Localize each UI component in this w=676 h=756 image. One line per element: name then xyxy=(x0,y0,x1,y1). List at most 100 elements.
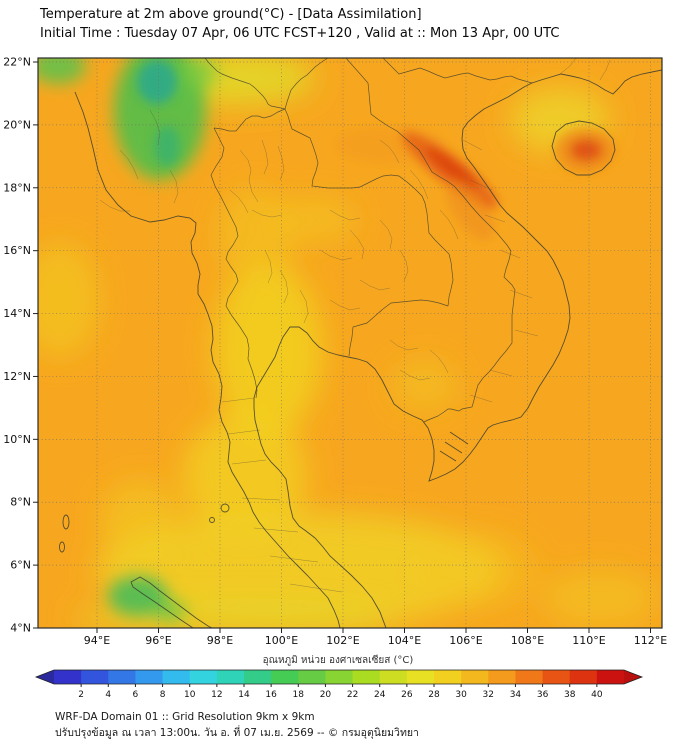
temp-blob xyxy=(114,58,206,180)
temperature-map: 94°E 96°E 98°E 100°E 102°E 104°E 106°E 108°E 110… xyxy=(3,56,667,648)
country-borders xyxy=(204,58,533,423)
colorbar-tick-label: 6 xyxy=(133,690,139,700)
lon-tick-label: 106°E xyxy=(449,634,482,647)
colorbar-segment xyxy=(216,670,245,684)
temp-blob xyxy=(154,126,180,166)
andaman-island xyxy=(62,514,70,530)
colorbar-tick-label: 10 xyxy=(184,690,196,700)
coast-sumatra xyxy=(130,576,213,628)
colorbar-segment xyxy=(135,670,163,684)
colorbar-segment xyxy=(406,670,435,684)
border-myanmar-laos xyxy=(284,58,329,110)
colorbar-segment xyxy=(271,670,299,684)
temp-blob xyxy=(391,359,459,411)
phuket-island xyxy=(220,503,230,513)
lon-tick-label: 102°E xyxy=(326,634,359,647)
temp-blob xyxy=(38,242,100,358)
cool-green-anomalies xyxy=(38,58,218,622)
footer-domain-info: WRF-DA Domain 01 :: Grid Resolution 9km … xyxy=(55,711,315,723)
temp-blob xyxy=(153,600,187,622)
colorbar: 2 4 6 8 10 12 14 16 18 20 22 24 26 28 30 32 34 36 38 40 xyxy=(34,669,644,700)
lat-tick-label: 6°N xyxy=(10,559,31,572)
figure-footer: WRF-DA Domain 01 :: Grid Resolution 9km … xyxy=(55,709,419,742)
axis-ticks-and-labels: 94°E 96°E 98°E 100°E 102°E 104°E 106°E 108°E 110… xyxy=(3,56,667,648)
temp-blob xyxy=(100,480,180,560)
colorbar-segment xyxy=(189,670,218,684)
footer-update-info: ปรับปรุงข้อมูล ณ เวลา 13:00น. วัน อ. ที่… xyxy=(55,727,419,740)
lat-tick-label: 8°N xyxy=(10,496,31,509)
colorbar-segment xyxy=(325,670,353,684)
colorbar-tick-label: 40 xyxy=(591,690,603,700)
andaman-island xyxy=(59,541,65,553)
border-myanmar-china xyxy=(204,58,286,110)
lon-tick-label: 94°E xyxy=(84,634,110,647)
lat-tick-label: 10°N xyxy=(3,433,31,446)
colorbar-tick-label: 36 xyxy=(537,690,549,700)
lat-tick-label: 22°N xyxy=(3,56,31,69)
temp-blob xyxy=(137,60,177,104)
colorbar-tick-label: 26 xyxy=(401,690,413,700)
colorbar-segments xyxy=(54,670,625,684)
colorbar-segment xyxy=(542,670,571,684)
colorbar-tick-label: 14 xyxy=(238,690,250,700)
temp-blob xyxy=(570,139,602,161)
colorbar-label: อุณหภูมิ หน่วย องศาเซลเซียส (°C) xyxy=(262,655,414,666)
colorbar-tick-label: 30 xyxy=(455,690,467,700)
colorbar-left-arrow xyxy=(36,670,54,684)
border-vietnam-china xyxy=(382,58,533,84)
coast-hainan-island xyxy=(551,120,616,176)
colorbar-segment xyxy=(596,670,625,684)
colorbar-tick-label: 12 xyxy=(211,690,222,700)
lon-tick-label: 104°E xyxy=(388,634,421,647)
border-laos-vietnam-cambodia xyxy=(345,58,516,423)
colorbar-tick-label: 2 xyxy=(78,690,84,700)
figure-header: Temperature at 2m above ground(°C) - [Da… xyxy=(40,6,559,44)
lon-tick-label: 110°E xyxy=(572,634,605,647)
temp-blob xyxy=(183,413,307,537)
colorbar-tick-label: 18 xyxy=(293,690,305,700)
colorbar-segment xyxy=(81,670,109,684)
colorbar-segment xyxy=(298,670,326,684)
lat-tick-label: 12°N xyxy=(3,370,31,383)
colorbar-segment xyxy=(461,670,489,684)
province-borders xyxy=(99,58,611,593)
colorbar-tick-labels: 2 4 6 8 10 12 14 16 18 20 22 24 26 28 30 32 34 36 38 40 xyxy=(78,684,603,700)
temperature-field xyxy=(38,58,662,628)
temp-blob xyxy=(446,179,494,241)
colorbar-tick-label: 34 xyxy=(510,690,522,700)
province-boundary-lines xyxy=(99,58,611,593)
lat-tick-label: 16°N xyxy=(3,244,31,257)
colorbar-tick-label: 38 xyxy=(564,690,576,700)
border-golden-triangle xyxy=(213,108,286,132)
colorbar-segment xyxy=(162,670,191,684)
temp-blob xyxy=(425,146,479,190)
coastlines xyxy=(59,69,662,628)
colorbar-outline xyxy=(34,669,644,685)
lon-tick-label: 108°E xyxy=(511,634,544,647)
colorbar-segment xyxy=(434,670,462,684)
coast-gulf-and-vietnam xyxy=(253,69,662,628)
colorbar-segment xyxy=(352,670,381,684)
small-island xyxy=(209,517,215,523)
colorbar-tick-label: 24 xyxy=(374,690,386,700)
figure-subtitle: Initial Time : Tuesday 07 Apr, 06 UTC FC… xyxy=(40,25,560,41)
colorbar-tick-label: 16 xyxy=(265,690,277,700)
border-myanmar-thailand xyxy=(210,127,258,399)
mekong-delta-channels xyxy=(439,431,469,462)
lon-tick-label: 98°E xyxy=(207,634,233,647)
colorbar-tick-label: 28 xyxy=(428,690,440,700)
lat-tick-label: 4°N xyxy=(10,622,31,635)
temp-blob xyxy=(217,187,293,283)
temp-blob xyxy=(273,196,357,244)
colorbar-segment xyxy=(108,670,136,684)
colorbar-tick-label: 8 xyxy=(160,690,166,700)
lat-tick-label: 20°N xyxy=(3,118,31,131)
colorbar-segment xyxy=(515,670,543,684)
lon-tick-label: 112°E xyxy=(634,634,667,647)
temp-blob xyxy=(542,568,658,628)
temp-blob xyxy=(182,58,218,88)
border-thailand-laos-mekong xyxy=(284,108,454,307)
coast-west-myanmar-peninsula xyxy=(74,91,341,628)
temp-blob xyxy=(108,576,168,616)
border-thailand-cambodia xyxy=(348,299,449,357)
